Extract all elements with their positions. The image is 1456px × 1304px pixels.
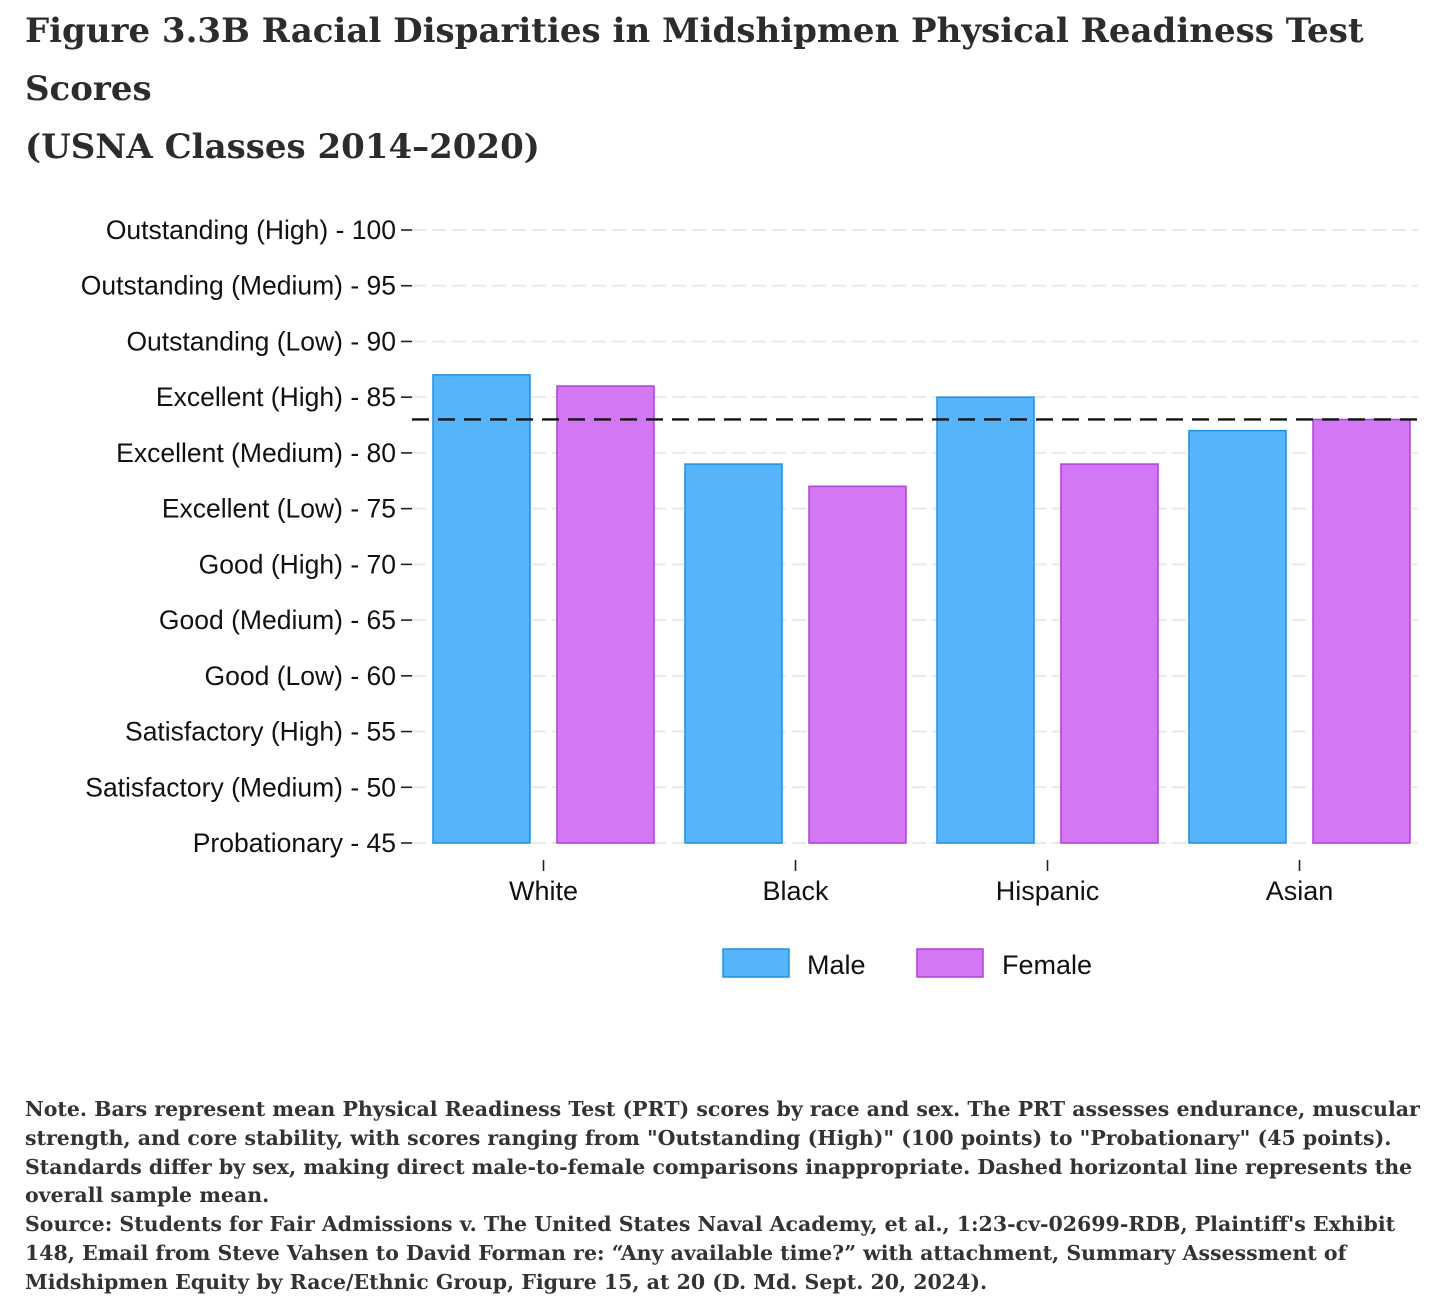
legend-swatch-female [916,948,984,978]
y-tick-label: Excellent (High) - 85 [156,382,396,412]
bar-black-male [684,463,783,844]
bar-chart-svg: Outstanding (High) - 100 Outstanding (Med… [81,215,1418,980]
y-tick-label: Excellent (Medium) - 80 [116,438,396,468]
figure-title-line-1: Figure 3.3B Racial Disparities in Midshi… [25,11,1364,109]
x-tick-label: White [509,876,578,906]
y-tick-label: Outstanding (High) - 100 [106,215,396,245]
y-axis: Outstanding (High) - 100 Outstanding (Med… [81,215,412,858]
legend: Male Female [722,948,1092,980]
y-tick-label: Good (High) - 70 [199,549,396,579]
bar-hispanic-male [936,396,1035,844]
bar-asian-male [1188,429,1287,844]
y-tick-label: Outstanding (Low) - 90 [126,326,396,356]
legend-swatch-male [722,948,790,978]
bar-chart: Outstanding (High) - 100 Outstanding (Med… [0,180,1456,1000]
bar-white-male [432,374,531,844]
bar-hispanic-female [1060,463,1159,844]
x-tick-label: Hispanic [996,876,1100,906]
y-tick-label: Excellent (Low) - 75 [162,494,396,524]
y-tick-label: Good (Low) - 60 [205,661,396,691]
y-tick-label: Satisfactory (High) - 55 [125,717,396,747]
bar-white-female [556,385,655,844]
x-tick-label: Asian [1266,876,1334,906]
note-text: Note. Bars represent mean Physical Readi… [25,1097,1420,1208]
legend-label-female: Female [1002,950,1092,980]
y-tick-label: Outstanding (Medium) - 95 [81,271,396,301]
bars [432,374,1411,844]
bar-asian-female [1312,418,1411,844]
bar-black-female [808,485,907,844]
source-text: Source: Students for Fair Admissions v. … [25,1212,1396,1294]
y-tick-label: Probationary - 45 [193,828,396,858]
y-tick-label: Good (Medium) - 65 [159,605,396,635]
figure-notes: Note. Bars represent mean Physical Readi… [25,1095,1435,1297]
x-axis: White Black Hispanic Asian [509,860,1333,906]
legend-label-male: Male [807,950,866,980]
figure-title: Figure 3.3B Racial Disparities in Midshi… [25,2,1425,176]
figure-title-line-2: (USNA Classes 2014–2020) [25,127,540,167]
y-tick-label: Satisfactory (Medium) - 50 [85,772,396,802]
x-tick-label: Black [762,876,829,906]
